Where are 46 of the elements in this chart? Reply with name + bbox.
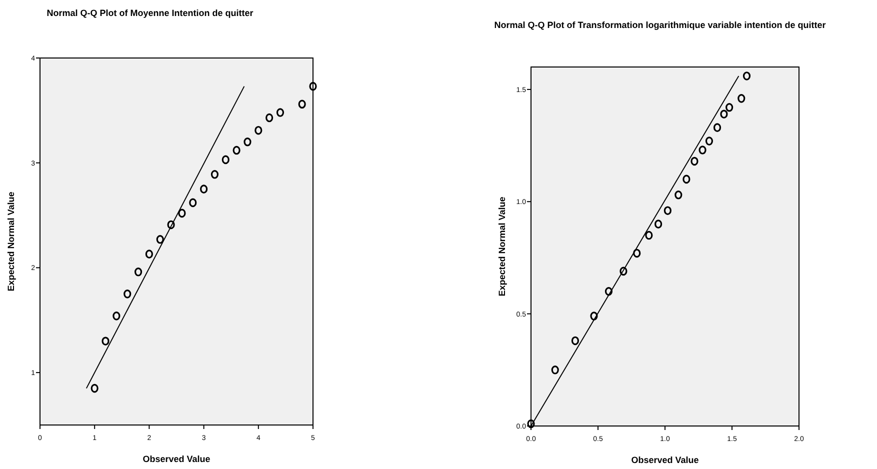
- x-axis-title: Observed Value: [631, 455, 699, 465]
- point: [620, 266, 628, 276]
- point: [232, 146, 240, 155]
- point: [200, 184, 208, 194]
- point: [90, 384, 98, 393]
- point: [298, 100, 306, 109]
- chart-title: Normal Q-Q Plot of Moyenne Intention de quitter: [46, 8, 254, 18]
- point: [222, 155, 230, 164]
- point: [645, 230, 653, 240]
- y-axis-title: Expected Normal Value: [6, 192, 16, 292]
- point: [571, 336, 580, 346]
- point: [244, 137, 252, 146]
- point: [210, 170, 219, 179]
- point: [720, 110, 728, 119]
- point: [276, 108, 284, 117]
- point: [633, 248, 641, 258]
- point: [124, 290, 132, 298]
- point: [726, 102, 734, 112]
- point: [266, 113, 274, 122]
- point: [178, 208, 186, 218]
- point: [682, 174, 690, 184]
- point: [309, 82, 317, 91]
- point: [527, 419, 535, 428]
- point: [742, 72, 751, 80]
- point: [167, 220, 175, 230]
- point: [112, 312, 120, 320]
- point: [690, 156, 698, 166]
- point: [254, 126, 262, 135]
- point: [705, 136, 714, 146]
- point: [145, 250, 153, 258]
- point: [664, 206, 672, 215]
- y-axis-title: Expected Normal Value: [497, 196, 507, 296]
- point: [102, 336, 110, 346]
- point: [604, 286, 613, 296]
- point: [674, 190, 682, 200]
- point: [134, 268, 142, 276]
- point: [713, 123, 722, 132]
- point: [590, 312, 598, 320]
- point: [738, 94, 746, 103]
- chart-title: Normal Q-Q Plot of Transformation logarithmique variable intention de quitter: [494, 20, 826, 30]
- point: [551, 366, 559, 374]
- x-axis-title: Observed Value: [142, 454, 210, 464]
- point: [654, 220, 662, 228]
- point: [698, 146, 706, 154]
- point: [189, 198, 197, 208]
- point: [156, 235, 164, 244]
